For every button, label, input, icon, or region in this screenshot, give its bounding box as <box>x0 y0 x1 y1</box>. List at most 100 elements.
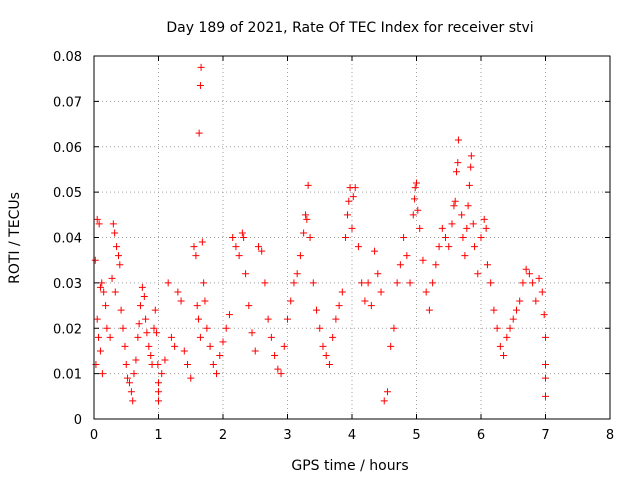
y-tick-label: 0.04 <box>53 232 82 247</box>
data-point <box>377 288 385 296</box>
data-point <box>329 333 337 341</box>
data-point <box>465 181 473 189</box>
data-point <box>155 379 162 387</box>
data-point <box>458 211 466 219</box>
data-point <box>400 234 408 241</box>
data-point <box>103 324 111 332</box>
data-point <box>201 297 209 305</box>
data-point <box>429 279 437 287</box>
data-point <box>180 347 188 355</box>
data-point <box>117 306 125 314</box>
data-point <box>197 63 205 71</box>
y-tick-label: 0.03 <box>53 277 82 292</box>
data-point <box>364 279 372 287</box>
data-point <box>338 288 346 296</box>
data-point <box>512 306 520 314</box>
data-point <box>153 329 161 337</box>
data-point <box>542 361 549 369</box>
data-point <box>267 333 275 341</box>
data-point <box>248 329 256 337</box>
data-point <box>271 351 279 359</box>
data-point <box>274 365 282 373</box>
data-point <box>490 306 498 314</box>
data-point <box>354 243 362 251</box>
data-point <box>335 302 343 310</box>
data-point <box>203 324 211 332</box>
data-point <box>129 397 137 405</box>
data-point <box>454 159 462 167</box>
data-point <box>425 306 433 314</box>
data-point <box>125 379 133 387</box>
data-point <box>240 234 248 241</box>
data-point <box>474 270 482 278</box>
data-point <box>529 279 537 287</box>
data-point <box>371 247 379 255</box>
data-point <box>500 351 508 359</box>
data-point <box>383 388 391 396</box>
data-point <box>435 243 443 251</box>
data-point <box>196 333 204 341</box>
data-point <box>151 306 159 314</box>
data-point <box>409 211 417 219</box>
chart-title: Day 189 of 2021, Rate Of TEC Index for r… <box>166 20 533 36</box>
data-point <box>145 342 153 350</box>
data-point <box>284 315 291 323</box>
x-tick-label: 8 <box>606 428 614 443</box>
data-point <box>95 220 103 228</box>
data-point <box>193 302 201 310</box>
data-point <box>92 361 100 369</box>
data-point <box>538 288 546 296</box>
data-point <box>542 333 549 341</box>
data-point <box>477 234 485 241</box>
data-point <box>174 288 182 296</box>
data-point <box>122 361 130 369</box>
data-point <box>194 315 202 323</box>
data-point <box>251 347 259 355</box>
data-point <box>132 356 140 364</box>
data-point <box>161 356 169 364</box>
data-point <box>351 184 359 192</box>
x-tick-label: 6 <box>477 428 485 443</box>
data-point <box>242 270 250 278</box>
x-tick-label: 1 <box>154 428 162 443</box>
data-point <box>342 234 350 241</box>
data-point <box>493 324 501 332</box>
data-point <box>345 197 353 205</box>
data-point <box>325 361 333 369</box>
data-point <box>143 329 151 337</box>
data-point <box>124 374 132 382</box>
data-point <box>419 256 427 264</box>
data-point <box>196 81 204 89</box>
data-point <box>302 211 310 219</box>
x-axis-label: GPS time / hours <box>291 458 408 474</box>
data-point <box>96 283 104 291</box>
data-point <box>235 252 243 260</box>
data-point <box>155 388 162 396</box>
data-point <box>393 279 401 287</box>
data-point <box>136 302 144 310</box>
data-point <box>192 252 200 260</box>
data-point <box>91 256 99 264</box>
y-tick-label: 0.01 <box>53 368 82 383</box>
data-point <box>483 261 491 269</box>
data-point <box>222 324 230 332</box>
data-point <box>349 193 357 201</box>
data-point <box>155 397 162 405</box>
y-tick-label: 0.02 <box>53 322 82 337</box>
data-point <box>130 370 138 378</box>
data-points <box>91 63 549 405</box>
data-point <box>445 243 453 251</box>
data-point <box>111 288 119 296</box>
data-point <box>432 261 440 269</box>
data-point <box>467 152 475 160</box>
data-point <box>121 342 129 350</box>
data-point <box>150 324 158 332</box>
data-point <box>467 163 475 171</box>
data-point <box>98 279 106 287</box>
data-point <box>411 184 419 192</box>
data-point <box>416 224 424 232</box>
data-point <box>361 297 369 305</box>
data-point <box>422 288 430 296</box>
data-point <box>332 315 340 323</box>
